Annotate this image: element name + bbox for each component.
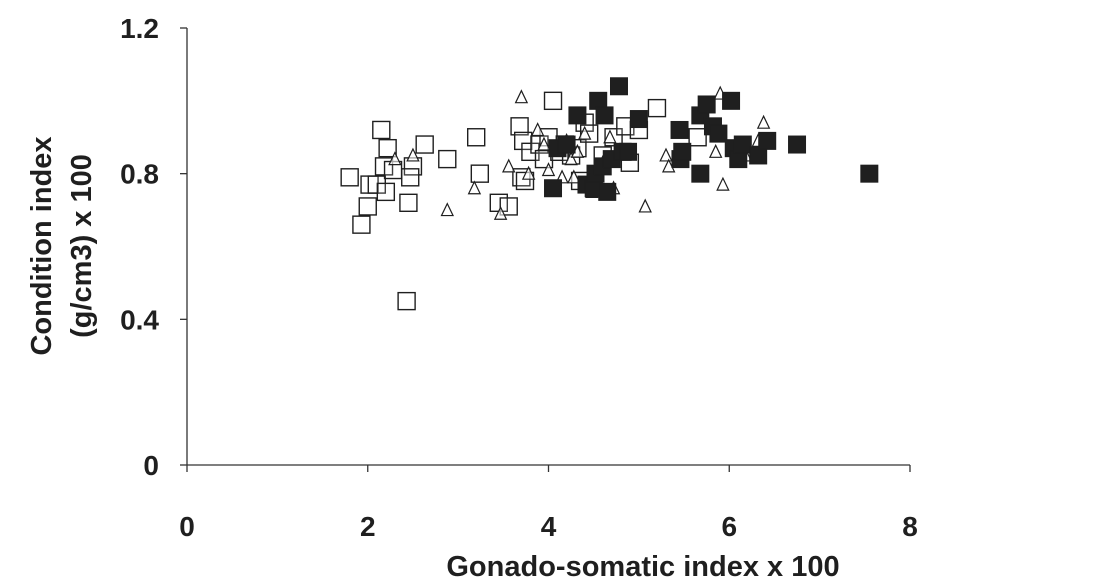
filled-square-point — [544, 179, 563, 198]
open-square-point — [397, 291, 416, 311]
open-triangle-point — [708, 143, 723, 158]
filled-square-point — [595, 106, 614, 125]
y-tick-label: 0.8 — [120, 159, 159, 190]
filled-square-point — [749, 146, 768, 165]
open-triangle-point — [440, 202, 455, 217]
open-square-point — [543, 91, 563, 111]
open-square-point — [376, 182, 396, 202]
open-triangle-point — [388, 151, 402, 166]
filled-square-point — [709, 124, 728, 143]
open-square-point — [438, 149, 457, 169]
open-triangle-point — [502, 158, 516, 173]
open-square-point — [399, 193, 418, 213]
y-axis-title: Condition index (g/cm3) x 100 — [26, 136, 98, 355]
y-tick-label: 1.2 — [120, 13, 159, 44]
filled-square-point — [619, 142, 638, 161]
open-square-point — [647, 98, 667, 118]
open-triangle-point — [716, 176, 730, 191]
open-triangle-point — [567, 169, 581, 184]
y-axis-title-line-2: (g/cm3) x 100 — [66, 154, 98, 338]
open-triangle-point — [521, 165, 536, 180]
series-open-square — [340, 91, 707, 311]
open-square-point — [378, 138, 397, 158]
tick-labels: 0 2 4 6 8 0 0.4 0.8 1.2 — [120, 13, 918, 542]
y-tick-label: 0.4 — [120, 304, 159, 335]
filled-square-point — [557, 135, 576, 154]
x-tick-label: 6 — [721, 511, 737, 542]
open-square-point — [415, 135, 434, 154]
y-tick-label: 0 — [143, 450, 159, 481]
open-square-point — [358, 197, 377, 216]
open-square-point — [688, 128, 707, 147]
open-triangle-point — [659, 147, 673, 162]
filled-square-point — [733, 135, 752, 154]
open-triangle-point — [406, 147, 420, 162]
filled-square-point — [691, 164, 710, 183]
filled-square-point — [697, 95, 716, 114]
open-square-point — [470, 164, 490, 183]
tick-marks — [180, 27, 911, 472]
open-triangle-point — [537, 136, 551, 151]
open-square-point — [340, 168, 359, 187]
filled-square-point — [788, 135, 807, 154]
filled-square-point — [860, 164, 879, 183]
open-square-point — [510, 117, 529, 136]
open-triangle-point — [756, 114, 771, 129]
open-triangle-point — [514, 89, 529, 104]
open-triangle-point — [493, 205, 508, 220]
open-triangle-point — [530, 122, 545, 137]
x-tick-label: 2 — [360, 511, 376, 542]
filled-square-point — [758, 131, 777, 150]
filled-square-point — [722, 91, 741, 110]
open-square-point — [352, 215, 371, 234]
x-tick-label: 4 — [541, 511, 557, 542]
open-square-point — [513, 131, 533, 151]
filled-square-point — [670, 120, 689, 139]
x-axis-title: Gonado-somatic index x 100 — [446, 551, 839, 581]
open-triangle-point — [638, 198, 652, 213]
filled-square-point — [673, 142, 692, 161]
filled-square-point — [629, 110, 648, 129]
open-triangle-point — [564, 151, 578, 166]
open-triangle-point — [467, 180, 482, 195]
open-square-point — [467, 128, 486, 147]
series-filled-square — [544, 77, 879, 201]
open-square-point — [372, 120, 391, 140]
filled-square-point — [568, 106, 587, 125]
filled-square-point — [598, 182, 617, 201]
open-triangle-point — [577, 125, 592, 140]
x-tick-label: 8 — [902, 511, 918, 542]
open-square-point — [499, 197, 518, 216]
y-axis-title-line-1: Condition index — [26, 136, 58, 355]
x-tick-label: 0 — [179, 511, 195, 542]
open-triangle-point — [603, 129, 617, 144]
filled-square-point — [609, 77, 628, 96]
data-points — [340, 77, 879, 311]
open-triangle-point — [541, 162, 556, 177]
open-square-point — [401, 168, 420, 187]
